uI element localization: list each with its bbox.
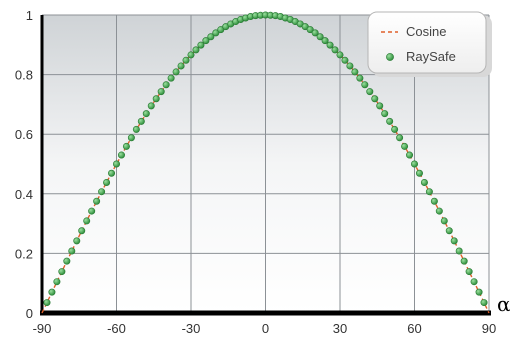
raysafe-point-78 — [430, 197, 438, 205]
raysafe-point-54 — [311, 29, 319, 37]
y-tick-label-3: 0.6 — [15, 127, 33, 142]
raysafe-point-19 — [137, 117, 145, 125]
raysafe-point-4 — [63, 257, 71, 265]
raysafe-point-23 — [157, 88, 165, 96]
raysafe-point-79 — [435, 207, 443, 215]
raysafe-point-53 — [306, 26, 314, 34]
raysafe-point-63 — [356, 74, 364, 82]
axes — [40, 15, 491, 316]
legend-box — [367, 11, 487, 74]
x-tick-label-3: 0 — [262, 321, 269, 336]
raysafe-point-86 — [470, 278, 478, 286]
raysafe-point-84 — [460, 257, 468, 265]
raysafe-point-76 — [420, 178, 428, 186]
raysafe-point-33 — [207, 33, 215, 41]
raysafe-point-10 — [93, 197, 101, 205]
raysafe-point-9 — [88, 207, 96, 215]
raysafe-point-61 — [346, 62, 354, 70]
x-tick-label-1: -60 — [107, 321, 126, 336]
raysafe-point-81 — [445, 227, 453, 235]
raysafe-point-55 — [316, 33, 324, 41]
raysafe-point-64 — [361, 81, 369, 89]
raysafe-point-80 — [440, 217, 448, 225]
raysafe-point-0 — [43, 299, 51, 307]
raysafe-point-15 — [117, 151, 125, 159]
x-tick-label-0: -90 — [33, 321, 52, 336]
raysafe-point-83 — [455, 247, 463, 255]
raysafe-point-25 — [167, 74, 175, 82]
legend-cosine-label: Cosine — [406, 24, 446, 39]
raysafe-point-24 — [162, 81, 170, 89]
y-tick-label-0: 0 — [26, 306, 33, 321]
legend-raysafe-swatch — [386, 53, 394, 61]
raysafe-point-28 — [182, 56, 190, 64]
raysafe-point-34 — [212, 29, 220, 37]
raysafe-point-1 — [48, 288, 56, 296]
raysafe-point-32 — [202, 37, 210, 45]
y-tick-label-5: 1 — [26, 8, 33, 23]
raysafe-point-75 — [415, 169, 423, 177]
raysafe-point-67 — [376, 102, 384, 110]
raysafe-point-20 — [142, 110, 150, 118]
raysafe-point-8 — [83, 217, 91, 225]
raysafe-point-7 — [78, 227, 86, 235]
raysafe-point-27 — [177, 62, 185, 70]
x-axis-label: α — [497, 292, 511, 316]
raysafe-point-77 — [425, 188, 433, 196]
raysafe-point-5 — [68, 247, 76, 255]
y-tick-label-2: 0.4 — [15, 187, 33, 202]
raysafe-point-11 — [98, 188, 106, 196]
raysafe-point-66 — [371, 95, 379, 103]
raysafe-point-3 — [58, 268, 66, 276]
raysafe-point-62 — [351, 68, 359, 76]
y-tick-label-4: 0.8 — [15, 68, 33, 83]
raysafe-point-88 — [480, 299, 488, 307]
x-tick-label-4: 30 — [333, 321, 347, 336]
raysafe-point-29 — [187, 51, 195, 59]
legend-raysafe-label: RaySafe — [406, 49, 456, 64]
raysafe-point-82 — [450, 237, 458, 245]
raysafe-series-points — [43, 11, 488, 307]
raysafe-point-73 — [406, 151, 414, 159]
raysafe-point-14 — [113, 160, 121, 168]
raysafe-point-59 — [336, 51, 344, 59]
raysafe-point-17 — [127, 134, 135, 142]
raysafe-point-68 — [381, 110, 389, 118]
raysafe-point-12 — [103, 178, 111, 186]
raysafe-point-65 — [366, 88, 374, 96]
raysafe-point-60 — [341, 56, 349, 64]
raysafe-point-31 — [197, 41, 205, 49]
raysafe-point-30 — [192, 46, 200, 54]
raysafe-point-87 — [475, 288, 483, 296]
raysafe-point-16 — [122, 142, 130, 150]
raysafe-point-22 — [152, 95, 160, 103]
x-tick-label-2: -30 — [182, 321, 201, 336]
x-tick-label-5: 60 — [407, 321, 421, 336]
x-tick-label-6: 90 — [482, 321, 496, 336]
legend: Cosine RaySafe — [367, 11, 492, 77]
raysafe-point-74 — [410, 160, 418, 168]
raysafe-point-2 — [53, 278, 61, 286]
raysafe-point-72 — [401, 142, 409, 150]
raysafe-point-57 — [326, 41, 334, 49]
raysafe-point-69 — [386, 117, 394, 125]
raysafe-point-85 — [465, 268, 473, 276]
raysafe-point-56 — [321, 37, 329, 45]
raysafe-point-58 — [331, 46, 339, 54]
raysafe-point-70 — [391, 125, 399, 133]
raysafe-point-13 — [108, 169, 116, 177]
y-tick-label-1: 0.2 — [15, 246, 33, 261]
raysafe-point-6 — [73, 237, 81, 245]
tick-labels: -90 -60 -30 0 30 60 90 0 0.2 0.4 0.6 0.8 1 — [15, 8, 496, 336]
raysafe-point-21 — [147, 102, 155, 110]
raysafe-point-26 — [172, 68, 180, 76]
raysafe-point-71 — [396, 134, 404, 142]
raysafe-point-18 — [132, 125, 140, 133]
